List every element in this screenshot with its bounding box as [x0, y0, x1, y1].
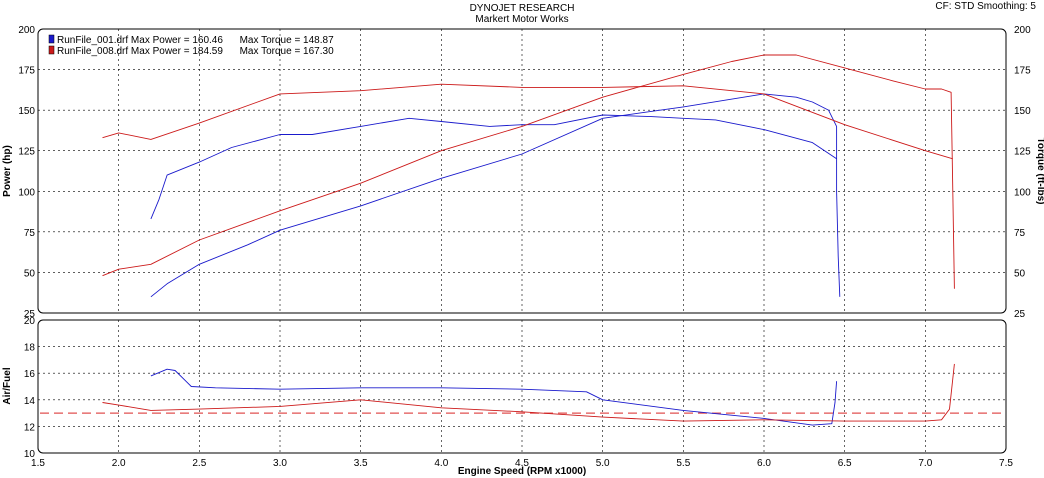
rpm-tick-label: 3.0 [273, 458, 287, 469]
air-fuel-tick-label: 18 [24, 343, 36, 354]
air-fuel-axis-ticks: 10 12 14 16 18 20 [24, 316, 36, 460]
power-tick-label: 50 [24, 268, 36, 279]
torque-tick-label: 175 [1014, 66, 1031, 77]
rpm-tick-label: 6.0 [757, 458, 771, 469]
rpm-tick-label: 7.0 [918, 458, 932, 469]
torque-tick-label: 150 [1014, 106, 1031, 117]
run1-torque-line [150, 114, 837, 220]
air-fuel-tick-label: 16 [24, 369, 36, 380]
power-torque-panel: 25 50 75 100 125 150 175 200 25 50 75 100 125 150 175… [2, 25, 1044, 320]
power-tick-label: 150 [18, 106, 35, 117]
air-fuel-tick-label: 20 [24, 316, 36, 327]
rpm-tick-label: 2.5 [192, 458, 206, 469]
power-tick-label: 25 [24, 309, 36, 320]
power-torque-series [102, 54, 955, 298]
rpm-axis-ticks: 1.5 2.0 2.5 3.0 3.5 4.0 4.5 5.0 5.5 6.0 6.5 7.0 7.5 [31, 458, 1013, 469]
legend-swatch [48, 45, 55, 55]
power-axis-ticks: 25 50 75 100 125 150 175 200 [18, 25, 35, 320]
power-tick-label: 175 [18, 66, 35, 77]
rpm-tick-label: 4.0 [434, 458, 448, 469]
rpm-tick-label: 5.0 [596, 458, 610, 469]
run2-air-fuel-line [102, 363, 955, 422]
torque-axis-label: Torque (ft-lbs) [1035, 137, 1044, 204]
run2-power-line [102, 54, 955, 289]
chart-subtitle: Markert Motor Works [475, 14, 569, 25]
torque-tick-label: 200 [1014, 25, 1031, 36]
rpm-tick-label: 6.5 [838, 458, 852, 469]
air-fuel-tick-label: 10 [24, 449, 36, 460]
torque-tick-label: 75 [1014, 228, 1026, 239]
rpm-tick-label: 7.5 [999, 458, 1013, 469]
rpm-tick-label: 2.0 [112, 458, 126, 469]
torque-axis-ticks: 25 50 75 100 125 150 175 200 [1014, 25, 1031, 320]
run2-torque-line [102, 83, 953, 160]
air-fuel-axis-label: Air/Fuel [2, 367, 13, 404]
run1-air-fuel-line [150, 368, 838, 426]
power-tick-label: 75 [24, 228, 36, 239]
rpm-axis-label: Engine Speed (RPM x1000) [458, 466, 586, 477]
correction-info: CF: STD Smoothing: 5 [935, 1, 1036, 12]
torque-tick-label: 50 [1014, 268, 1026, 279]
run1-power-line [150, 93, 841, 298]
legend-swatch [48, 34, 55, 44]
air-fuel-panel: 10 12 14 16 18 20 Air/Fuel [2, 316, 1007, 460]
air-fuel-series [102, 363, 955, 426]
air-fuel-tick-label: 12 [24, 422, 36, 433]
power-tick-label: 200 [18, 25, 35, 36]
rpm-tick-label: 4.5 [515, 458, 529, 469]
rpm-tick-label: 5.5 [676, 458, 690, 469]
power-tick-label: 100 [18, 187, 35, 198]
torque-tick-label: 25 [1014, 309, 1026, 320]
legend-entry: RunFile_001.drf Max Power = 160.46 Max T… [57, 35, 334, 46]
torque-tick-label: 125 [1014, 147, 1031, 158]
legend: RunFile_001.drf Max Power = 160.46 Max T… [48, 34, 334, 57]
chart-title: DYNOJET RESEARCH [469, 3, 575, 14]
torque-tick-label: 100 [1014, 187, 1031, 198]
power-torque-grid [38, 29, 1006, 313]
air-fuel-tick-label: 14 [24, 396, 36, 407]
rpm-tick-label: 3.5 [354, 458, 368, 469]
rpm-tick-label: 1.5 [31, 458, 45, 469]
air-fuel-grid [38, 320, 1006, 453]
power-axis-label: Power (hp) [2, 145, 13, 197]
legend-entry: RunFile_008.drf Max Power = 184.59 Max T… [57, 46, 334, 57]
power-tick-label: 125 [18, 147, 35, 158]
